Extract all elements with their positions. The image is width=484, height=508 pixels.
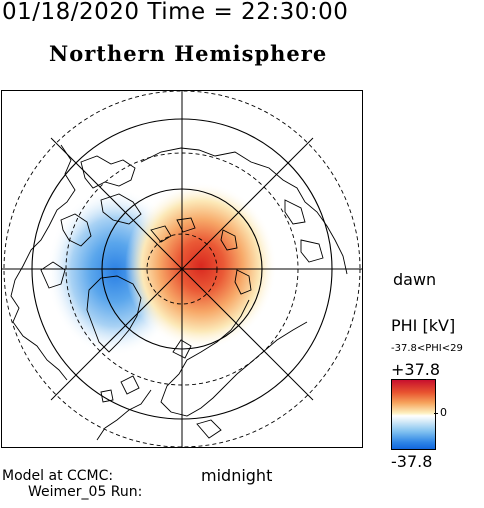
colorbar (391, 379, 436, 450)
datetime-title: 01/18/2020 Time = 22:30:00 (2, 0, 349, 25)
map-border (1, 90, 363, 448)
colorbar-zero-tick (434, 413, 438, 414)
coastlines (10, 144, 348, 441)
dawn-label: dawn (393, 270, 437, 289)
colorbar-range: -37.8<PHI<29 (391, 343, 463, 354)
meridian-lines (1, 90, 363, 448)
colorbar-min-label: -37.8 (391, 452, 433, 471)
model-label: Model at CCMC: (2, 468, 114, 484)
colorbar-title: PHI [kV] (391, 316, 456, 335)
colorbar-mid-label: 0 (440, 406, 447, 419)
positive-potential-cell (125, 182, 277, 350)
hemisphere-title: Northern Hemisphere (49, 41, 328, 66)
run-label: Weimer_05 Run: (28, 484, 143, 500)
midnight-label: midnight (201, 466, 273, 485)
polar-map (1, 90, 363, 448)
colorbar-max-label: +37.8 (391, 360, 441, 379)
